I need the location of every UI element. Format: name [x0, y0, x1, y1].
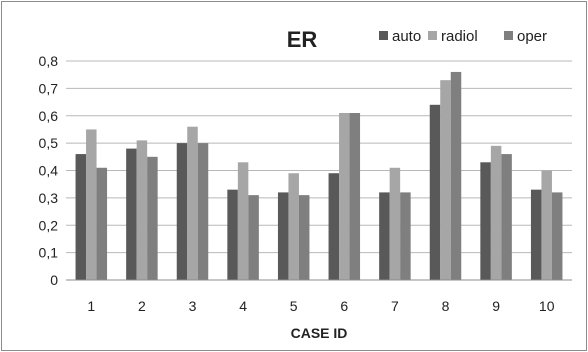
y-tick-label: 0,3	[39, 190, 59, 206]
x-tick-label: 5	[290, 298, 298, 314]
legend-swatch-oper	[504, 31, 513, 40]
bar-auto-case-7	[379, 192, 390, 280]
x-tick-label: 1	[87, 298, 95, 314]
chart-title: ER	[287, 27, 318, 52]
bar-radiol-case-9	[490, 145, 502, 280]
bar-oper-case-7	[400, 192, 411, 280]
legend-swatch-radiol	[428, 31, 437, 40]
bar-oper-case-1	[96, 167, 108, 280]
bar-radiol-case-4	[237, 162, 249, 280]
y-tick-label: 0,6	[39, 108, 59, 124]
y-tick-label: 0,1	[39, 245, 59, 261]
bar-radiol-case-1	[86, 129, 97, 280]
legend-swatch-auto	[379, 31, 388, 40]
bar-oper-case-6	[349, 113, 361, 280]
bar-oper-case-5	[298, 195, 310, 280]
bar-radiol-case-5	[288, 173, 299, 280]
legend-label-auto: auto	[392, 28, 421, 45]
x-axis-ticks: 1 2 3 4 5 6 7 8 9 10	[87, 298, 554, 314]
y-tick-label: 0,2	[39, 217, 59, 233]
bar-oper-case-10	[551, 192, 563, 280]
y-tick-label: 0,5	[39, 135, 59, 151]
bar-oper-case-8	[450, 71, 462, 280]
x-tick-label: 2	[138, 298, 146, 314]
y-tick-label: 0,8	[39, 53, 59, 69]
x-tick-label: 6	[340, 298, 348, 314]
legend-label-radiol: radiol	[441, 28, 478, 45]
x-tick-label: 9	[492, 298, 500, 314]
bar-radiol-case-6	[339, 113, 350, 280]
legend: auto radiol oper	[379, 28, 547, 45]
x-tick-label: 3	[189, 298, 197, 314]
bar-radiol-case-10	[541, 170, 552, 280]
bar-radiol-case-7	[389, 167, 401, 280]
x-axis-label: CASE ID	[291, 325, 348, 341]
bars-layer	[75, 71, 563, 280]
bar-radiol-case-3	[187, 126, 198, 280]
bar-oper-case-3	[197, 143, 209, 280]
bar-radiol-case-8	[440, 80, 451, 280]
bar-auto-case-8	[429, 104, 441, 280]
y-tick-label: 0	[50, 272, 58, 288]
bar-auto-case-2	[126, 148, 137, 280]
bar-auto-case-4	[227, 189, 238, 280]
bar-radiol-case-2	[136, 140, 148, 280]
y-axis-ticks: 0 0,1 0,2 0,3 0,4 0,5 0,6 0,7 0,8	[39, 53, 59, 288]
bar-auto-case-5	[277, 192, 289, 280]
bar-auto-case-3	[176, 143, 188, 280]
y-tick-label: 0,4	[39, 163, 59, 179]
x-tick-label: 7	[391, 298, 399, 314]
x-tick-label: 8	[442, 298, 450, 314]
bar-auto-case-6	[328, 173, 340, 280]
bar-oper-case-4	[248, 195, 259, 280]
x-tick-label: 4	[239, 298, 247, 314]
bar-auto-case-9	[480, 162, 491, 280]
y-tick-label: 0,7	[39, 80, 59, 96]
bar-oper-case-2	[147, 156, 158, 280]
bar-auto-case-1	[75, 154, 87, 280]
x-tick-label: 10	[539, 298, 555, 314]
bar-oper-case-9	[501, 154, 512, 280]
bar-auto-case-10	[530, 189, 542, 280]
legend-label-oper: oper	[517, 28, 547, 45]
